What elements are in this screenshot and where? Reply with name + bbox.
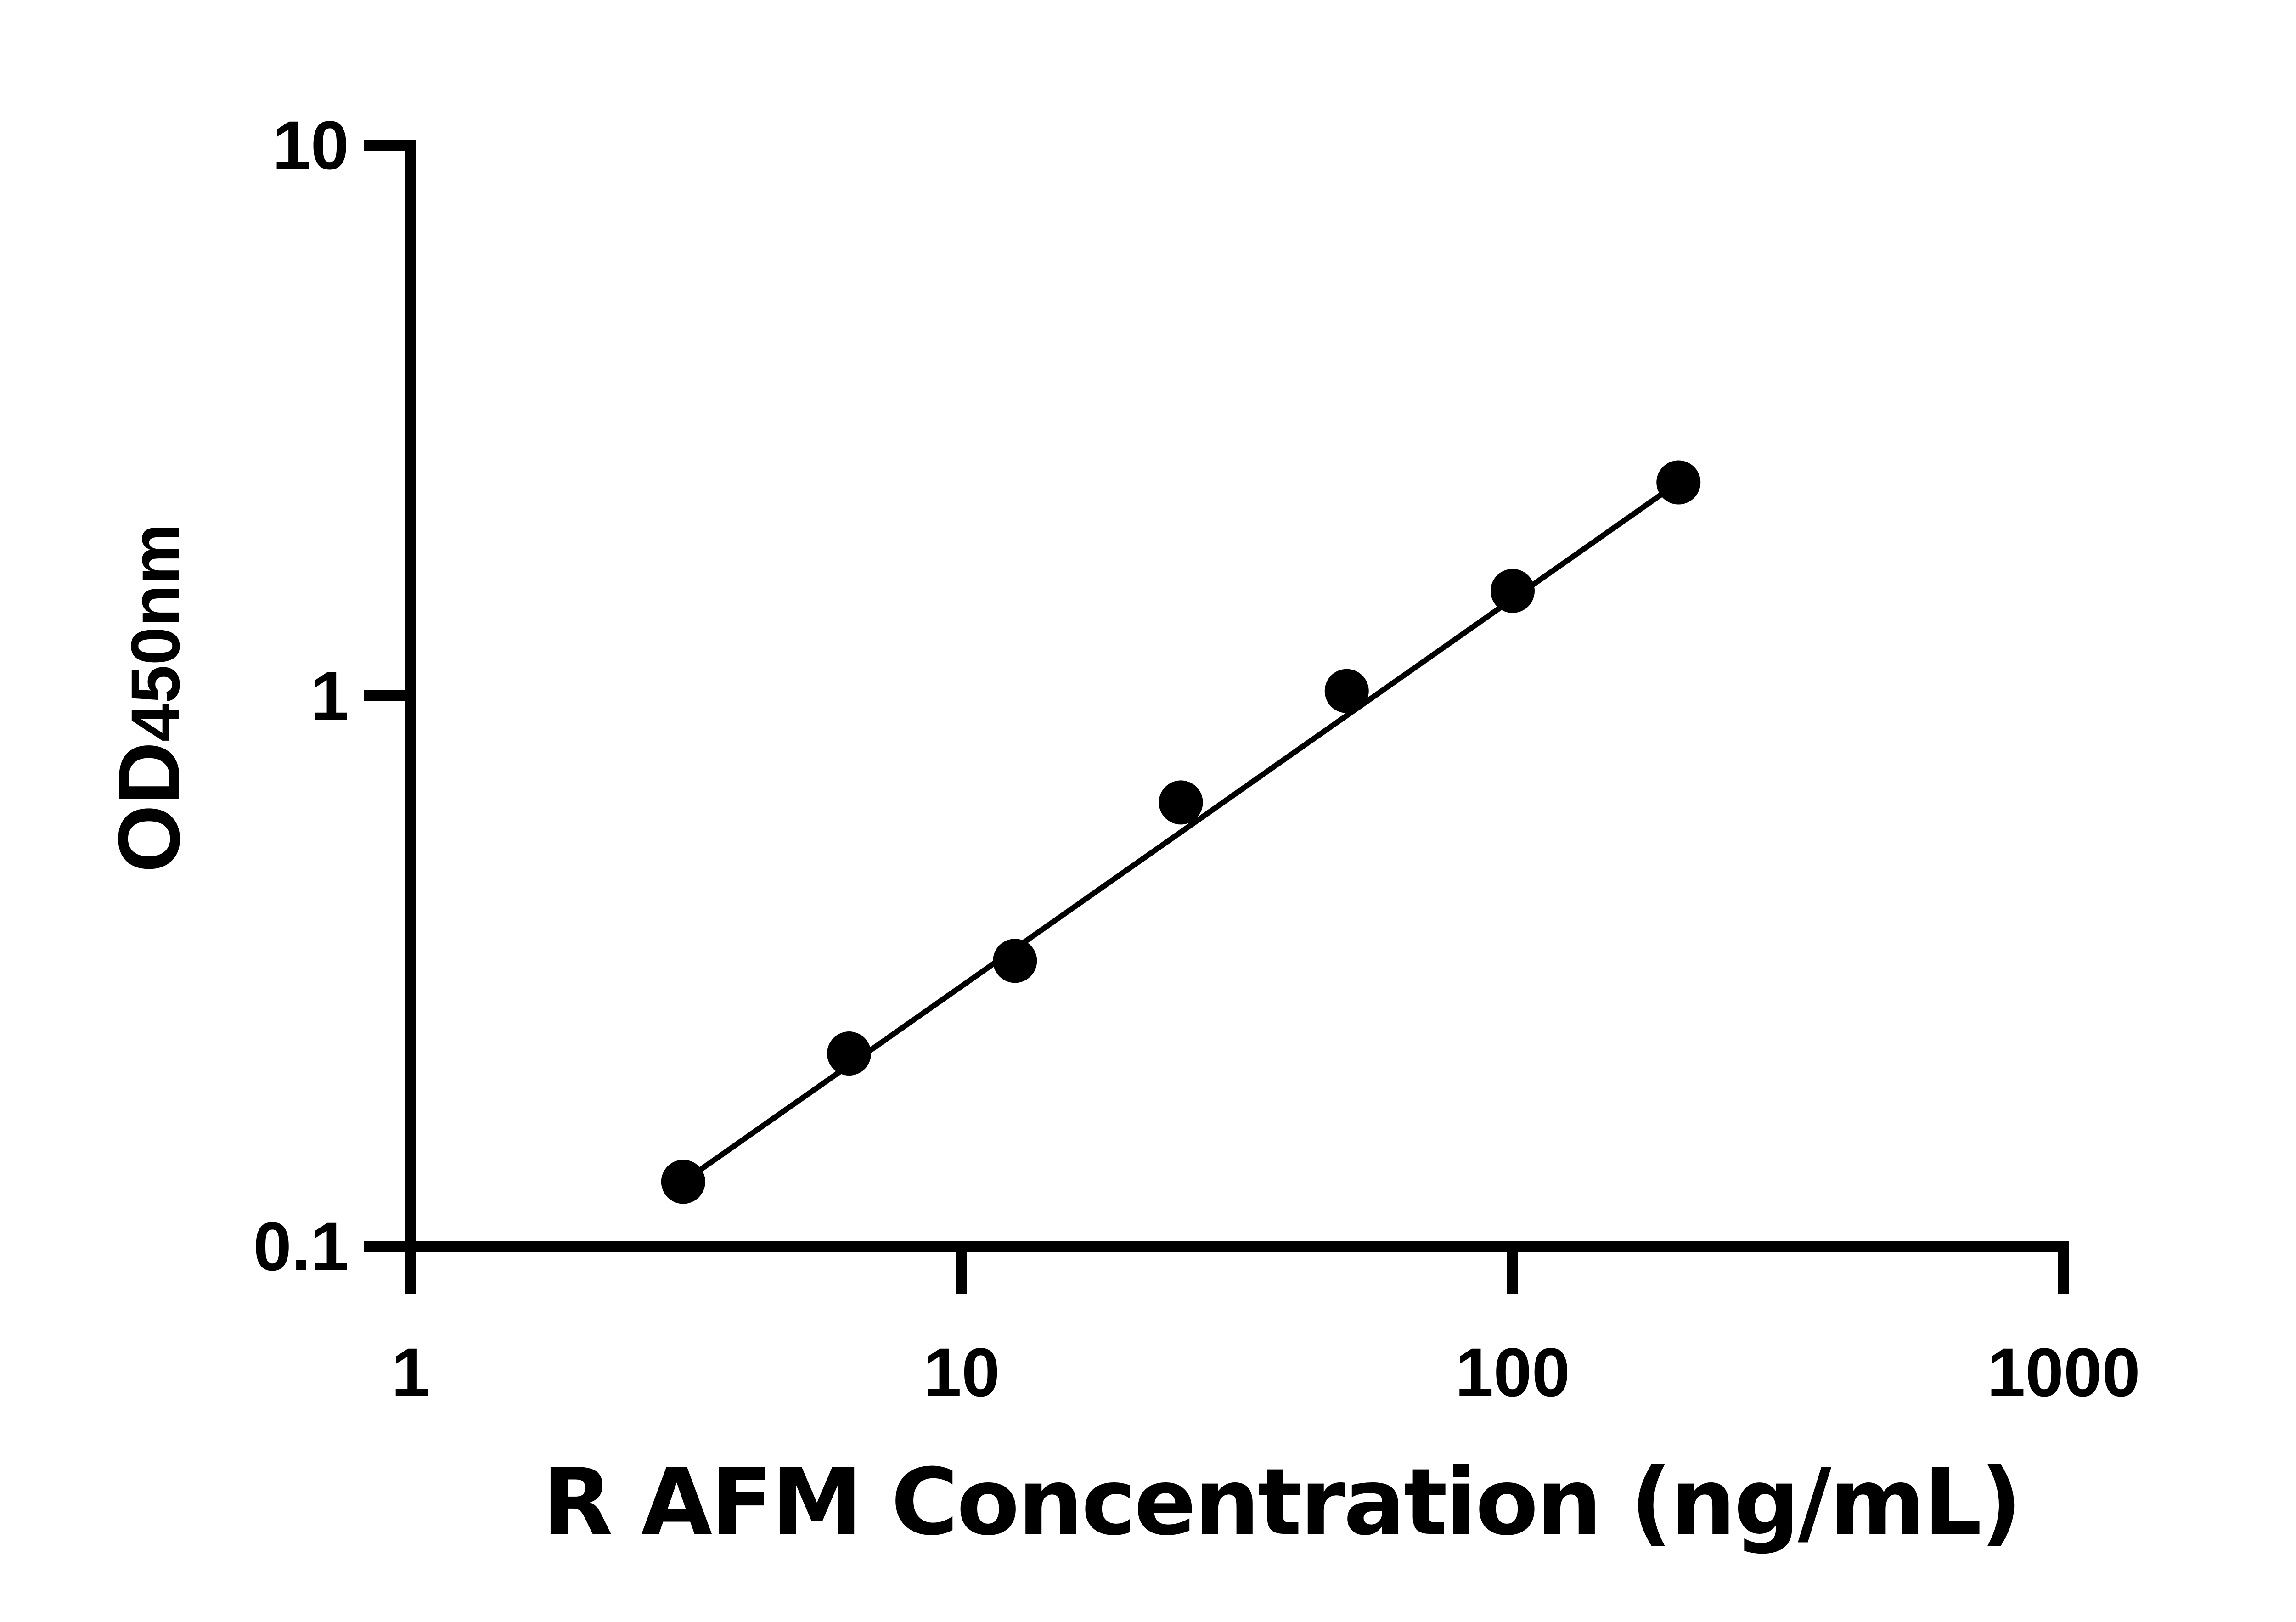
data-point (827, 1031, 872, 1076)
data-point (993, 939, 1037, 983)
x-tick-label-1000: 1000 (1987, 1334, 2140, 1411)
data-point (1159, 780, 1203, 825)
y-axis-title: OD450nm (101, 524, 198, 873)
y-axis-title-sub: 450nm (117, 524, 194, 742)
y-axis-title-main: OD (101, 742, 198, 873)
y-tick-label-10: 10 (272, 107, 349, 184)
x-axis: 1 10 100 1000 (364, 1241, 2140, 1411)
y-tick-label-0.1: 0.1 (253, 1208, 349, 1285)
y-tick-label-1: 1 (311, 657, 349, 734)
data-point (1656, 460, 1701, 505)
y-axis: 10 1 0.1 (253, 107, 416, 1285)
data-point (1491, 569, 1535, 613)
x-tick-label-100: 100 (1455, 1334, 1570, 1411)
data-point (661, 1160, 705, 1204)
x-tick-label-10: 10 (923, 1334, 1000, 1411)
x-tick-label-1: 1 (391, 1334, 429, 1411)
x-axis-title: R AFM Concentration (ng/mL) (542, 1449, 2020, 1556)
data-point (1324, 669, 1369, 713)
data-points (661, 460, 1701, 1204)
